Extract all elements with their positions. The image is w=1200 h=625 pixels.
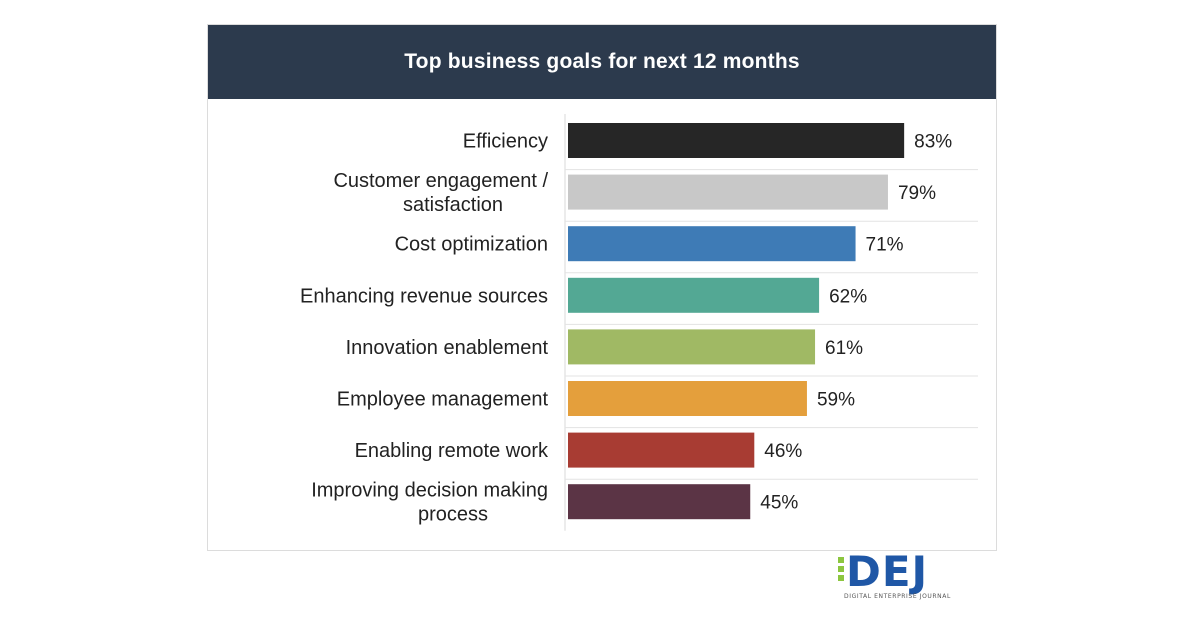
bar (568, 277, 820, 313)
category-label: Improving decision making process (311, 480, 548, 526)
bar (568, 484, 751, 520)
value-label: 45% (760, 493, 798, 514)
value-label: 83% (914, 132, 952, 153)
dej-logo: DEJ DIGITAL ENTERPRISE JOURNAL (836, 547, 996, 603)
chart-card: 83% Efficiency 79% Customer engagement / sat… (207, 24, 997, 551)
chart-plot: 83% Efficiency 79% Customer engagement / sat… (300, 114, 978, 531)
category-label: Efficiency (463, 131, 548, 153)
logo-subtitle: DIGITAL ENTERPRISE JOURNAL (844, 593, 951, 600)
bar (568, 329, 816, 365)
category-label: Cost optimization (395, 234, 548, 256)
logo-accent-dot (838, 575, 844, 581)
value-label: 62% (829, 286, 867, 307)
value-label: 79% (898, 183, 936, 204)
category-label: Employee management (337, 389, 549, 411)
category-label: Innovation enablement (346, 337, 549, 359)
logo-accent-dot (838, 557, 844, 563)
value-label: 46% (764, 441, 802, 462)
value-label: 71% (866, 235, 904, 256)
bar (568, 123, 905, 158)
category-label: Customer engagement / satisfaction (333, 170, 548, 216)
chart-title: Top business goals for next 12 months (404, 50, 800, 73)
logo-accent-dot (838, 566, 844, 572)
value-label: 59% (817, 390, 855, 411)
value-label: 61% (825, 338, 863, 359)
category-label: Enhancing revenue sources (300, 285, 548, 307)
category-label: Enabling remote work (355, 440, 549, 462)
title-bar: Top business goals for next 12 months (208, 25, 996, 99)
bar (568, 432, 755, 468)
logo-text: DEJ (846, 547, 929, 596)
bar (568, 381, 807, 416)
bar (568, 226, 856, 262)
bar (568, 174, 888, 210)
